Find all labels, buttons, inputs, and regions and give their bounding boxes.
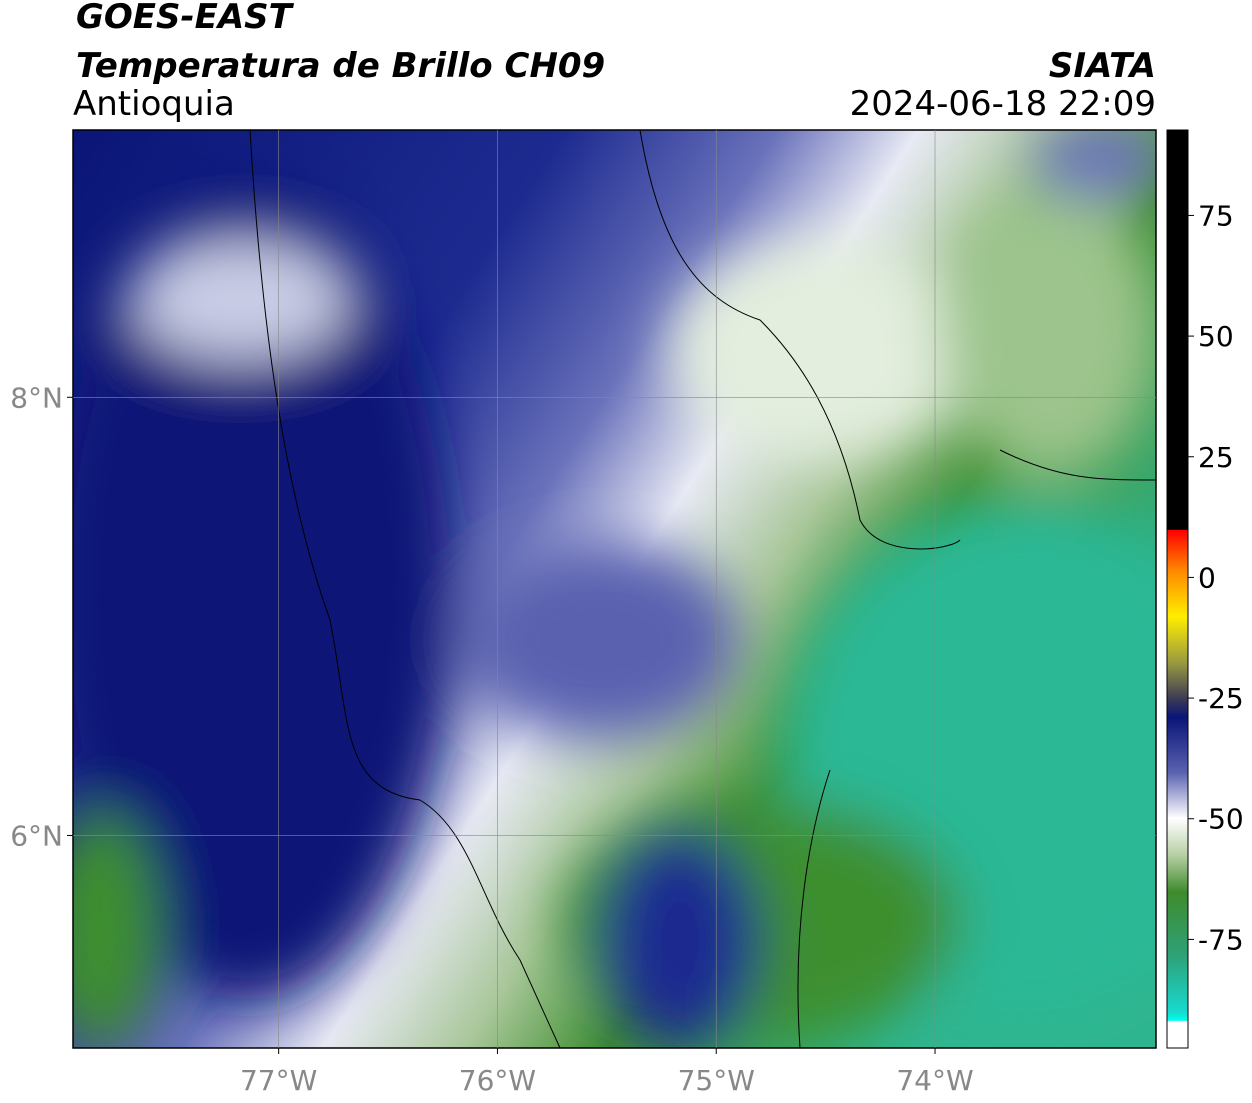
map-field xyxy=(73,130,1156,1048)
source: SIATA xyxy=(1049,46,1156,86)
lon-label: 77°W xyxy=(240,1064,317,1097)
colorbar-label: 75 xyxy=(1198,199,1234,232)
lon-label: 74°W xyxy=(896,1064,973,1097)
region: Antioquia xyxy=(73,84,235,124)
map-frame xyxy=(72,129,1157,1049)
datetime: 2024-06-18 22:09 xyxy=(850,84,1156,124)
colorbar-label: 0 xyxy=(1198,561,1216,594)
colorbar xyxy=(1166,129,1189,1049)
lon-label: 75°W xyxy=(678,1064,755,1097)
colorbar-label: -50 xyxy=(1198,803,1244,836)
colorbar-label: 50 xyxy=(1198,320,1234,353)
lat-label: 8°N xyxy=(10,381,63,414)
subtitle: Temperatura de Brillo CH09 xyxy=(76,46,605,86)
lon-label: 76°W xyxy=(459,1064,536,1097)
title: GOES-EAST xyxy=(76,0,295,37)
colorbar-label: 25 xyxy=(1198,441,1234,474)
colorbar-label: -75 xyxy=(1198,923,1244,956)
lat-label: 6°N xyxy=(10,819,63,852)
colorbar-label: -25 xyxy=(1198,682,1244,715)
